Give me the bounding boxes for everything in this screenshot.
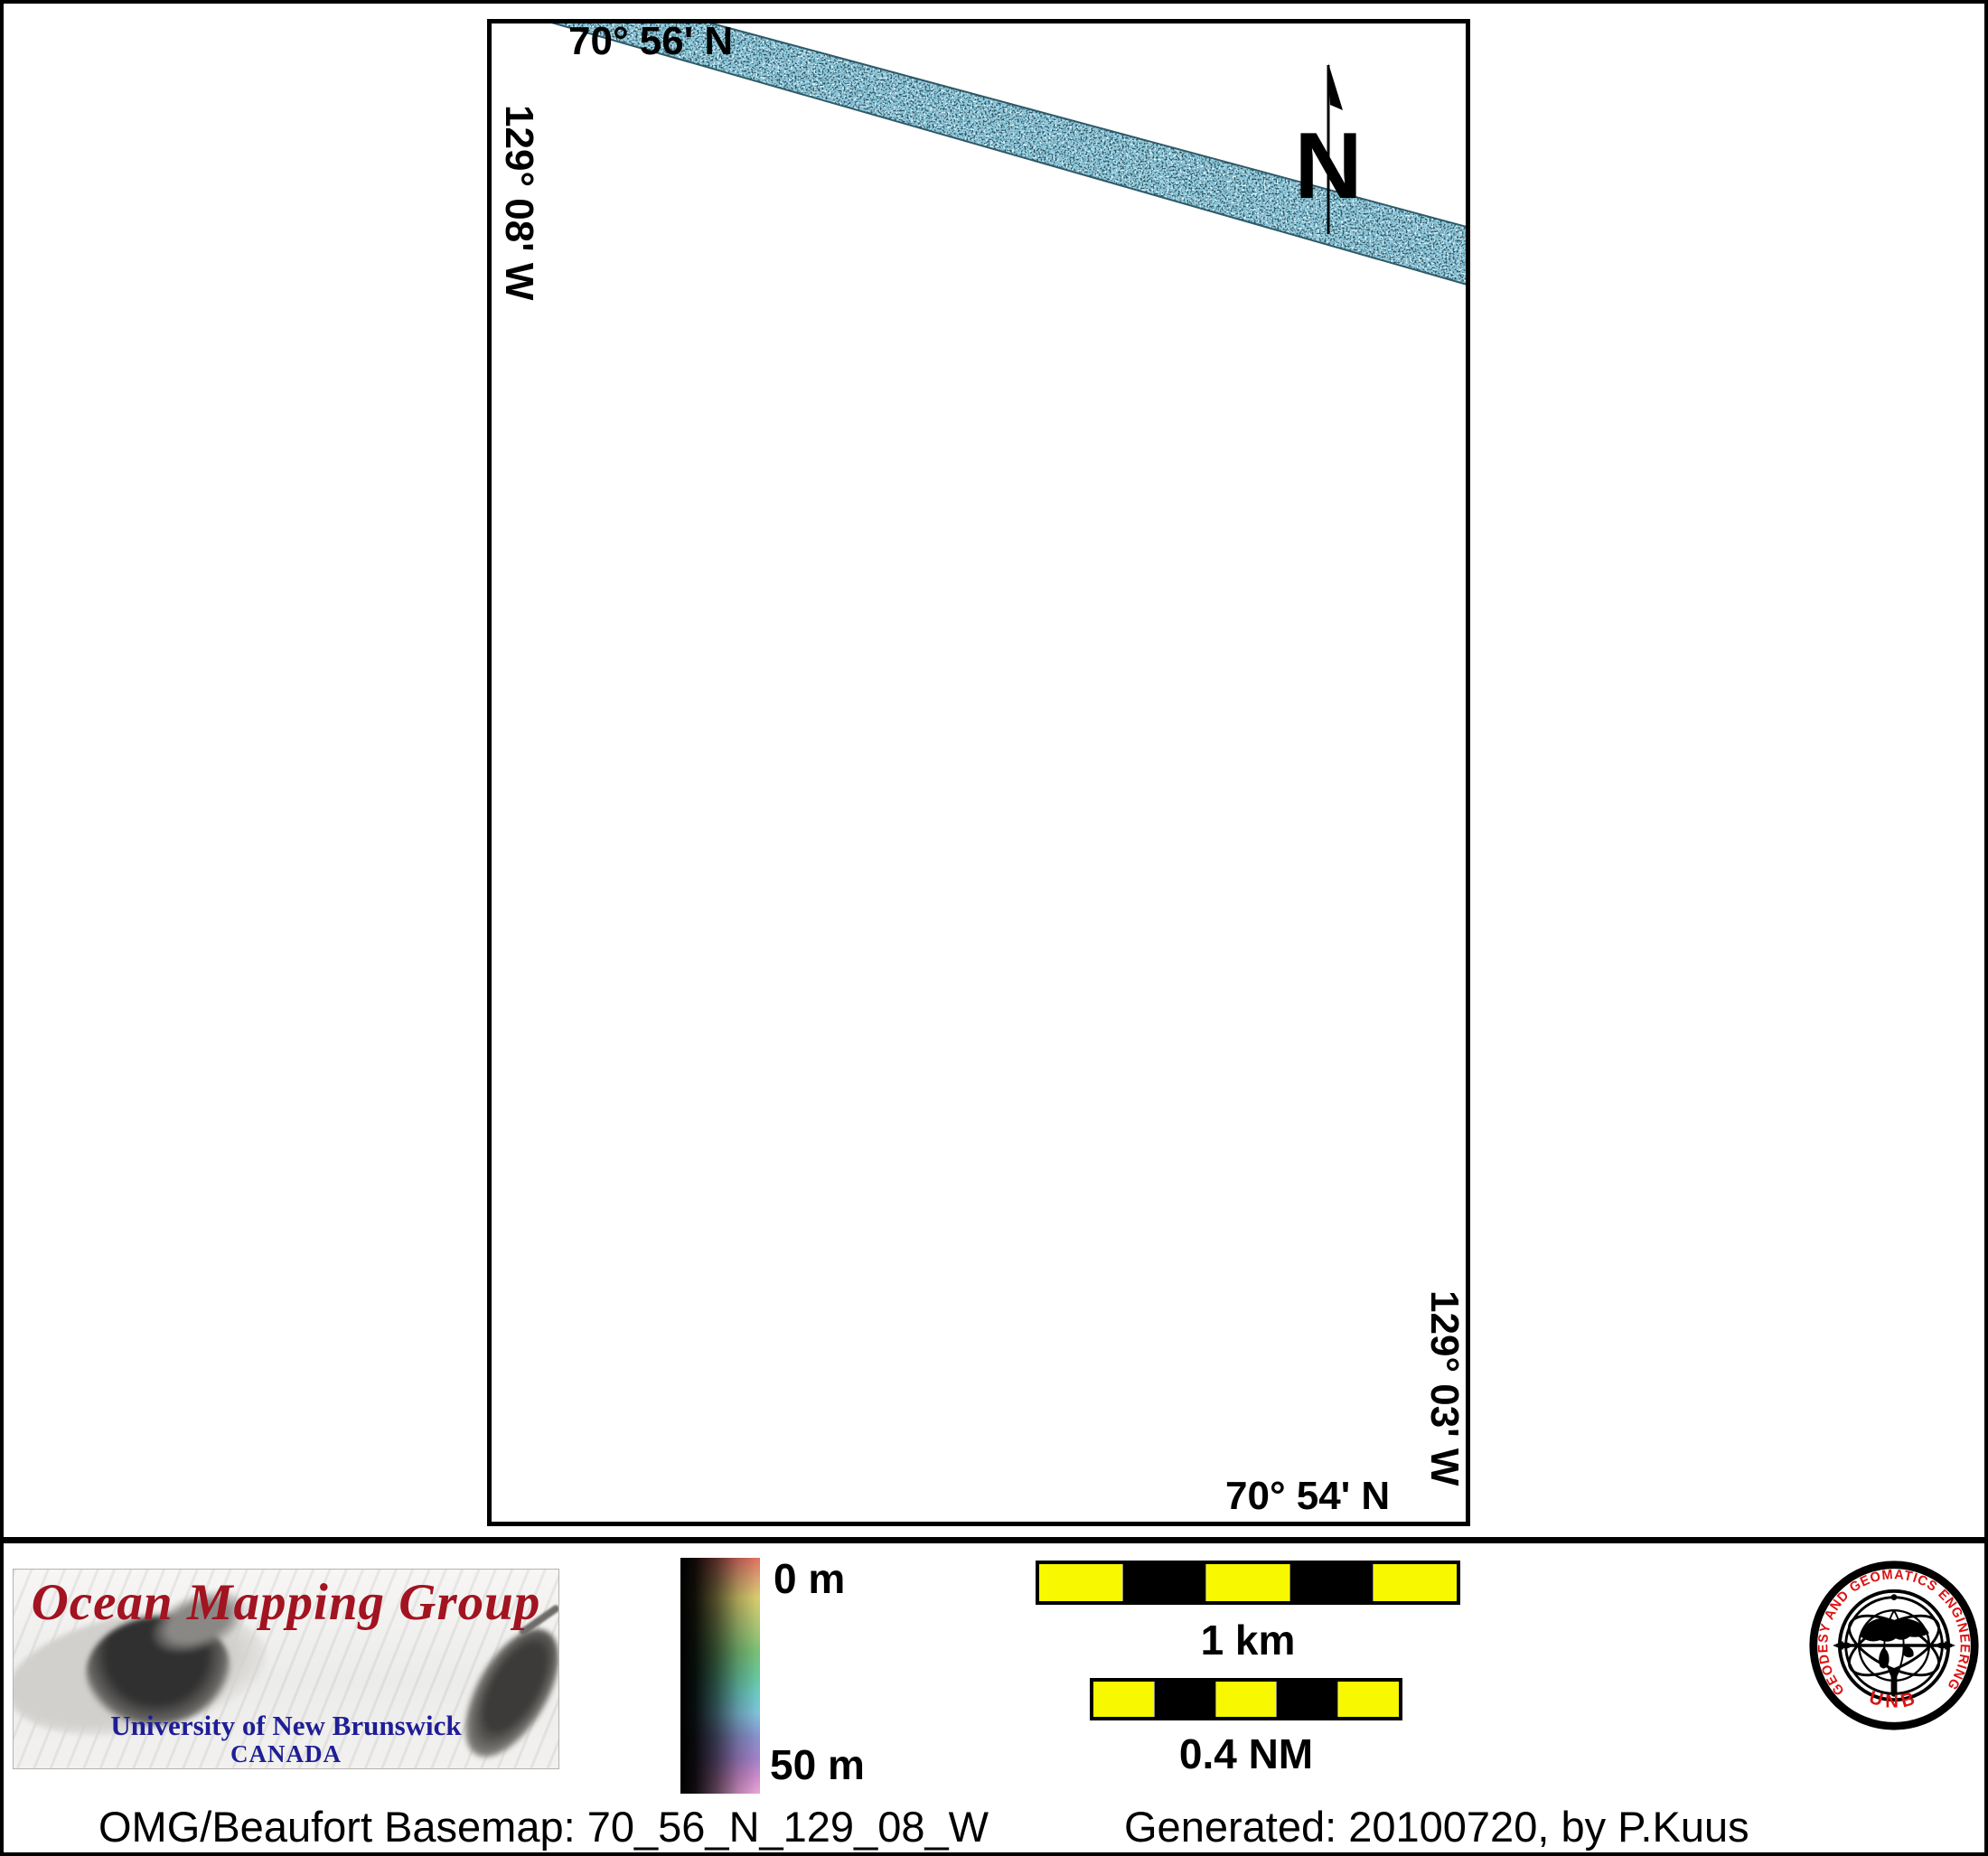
scalebar-segment [1373, 1564, 1457, 1601]
generated-caption: Generated: 20100720, by P.Kuus [1124, 1803, 1749, 1851]
scalebar-nm-label: 0.4 NM [1178, 1730, 1314, 1777]
seal-globe-emblem [1833, 1594, 1955, 1697]
scalebar-nm [1090, 1678, 1402, 1720]
depth-max-label: 50 m [770, 1741, 865, 1788]
scalebar-km-label: 1 km [1200, 1617, 1296, 1664]
map-canvas: N [551, 23, 1466, 286]
omg-logo-country: CANADA [230, 1740, 342, 1767]
scalebar-segment [1276, 1682, 1338, 1717]
scalebar-segment [1153, 1682, 1215, 1717]
omg-logo: Ocean Mapping Group University of New Br… [13, 1569, 559, 1769]
latitude-label-bottom: 70° 54' N [1225, 1474, 1391, 1518]
north-arrow: N [1294, 63, 1363, 234]
depth-min-label: 0 m [774, 1555, 846, 1602]
scalebar-km [1036, 1561, 1460, 1605]
panel-separator [4, 1537, 1984, 1543]
scalebar-segment [1214, 1682, 1277, 1717]
seal-bottom-text: UNB [1867, 1688, 1917, 1712]
omg-logo-university: University of New Brunswick [110, 1710, 462, 1741]
omg-logo-title: Ocean Mapping Group [31, 1574, 541, 1631]
longitude-label-right: 129° 03' W [1422, 1290, 1467, 1486]
scalebar-segment [1337, 1682, 1399, 1717]
longitude-label-left: 129° 08' W [497, 105, 541, 301]
map-frame: N [487, 19, 1470, 1526]
scalebar-segment [1205, 1564, 1289, 1601]
svg-text:UNB: UNB [1867, 1688, 1921, 1712]
unb-geodesy-seal: GEODESY AND GEOMATICS ENGINEERING UNB [1809, 1561, 1979, 1730]
scalebar-segment [1093, 1682, 1154, 1717]
latitude-label-top: 70° 56' N [568, 19, 734, 63]
sonar-swath [551, 23, 1466, 286]
north-arrow-flag-icon [1328, 63, 1343, 110]
depth-colorbar [680, 1558, 760, 1794]
basemap-caption: OMG/Beaufort Basemap: 70_56_N_129_08_W [98, 1803, 989, 1851]
scalebar-segment [1121, 1564, 1206, 1601]
scalebar-segment [1039, 1564, 1122, 1601]
scalebar-segment [1289, 1564, 1374, 1601]
north-arrow-label: N [1294, 114, 1362, 219]
